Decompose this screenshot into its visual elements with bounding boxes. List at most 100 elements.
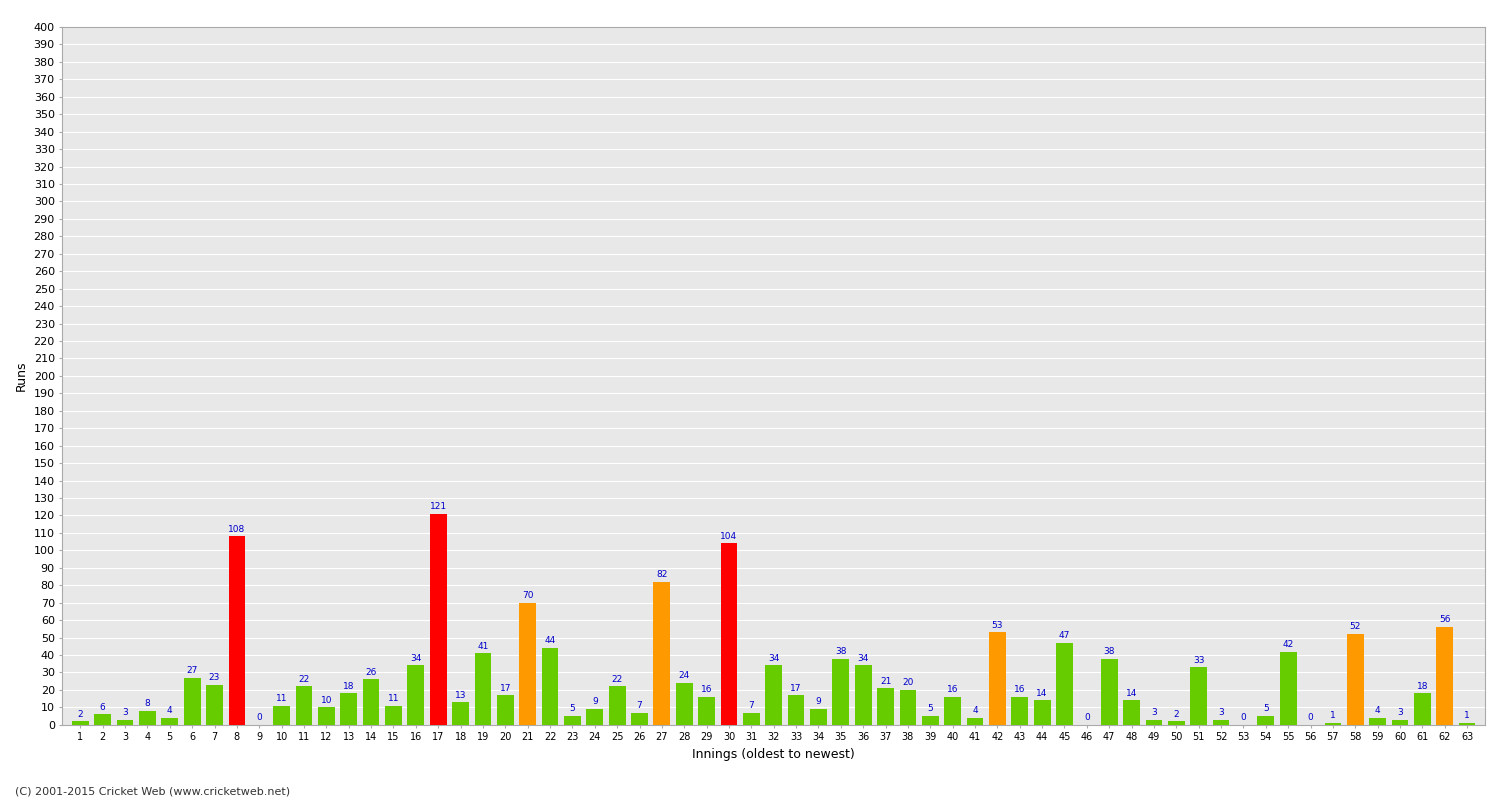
- Text: 6: 6: [100, 702, 105, 712]
- Bar: [900, 690, 916, 725]
- Bar: [654, 582, 670, 725]
- Text: 52: 52: [1350, 622, 1360, 631]
- Text: 44: 44: [544, 637, 555, 646]
- Bar: [1324, 723, 1341, 725]
- Bar: [945, 697, 962, 725]
- Bar: [363, 679, 380, 725]
- Text: 53: 53: [992, 621, 1004, 630]
- Text: 3: 3: [1150, 708, 1156, 717]
- Text: 20: 20: [902, 678, 914, 687]
- Bar: [765, 666, 782, 725]
- Bar: [788, 695, 804, 725]
- Text: 16: 16: [1014, 686, 1026, 694]
- Text: 2: 2: [78, 710, 82, 718]
- Text: 33: 33: [1192, 656, 1204, 665]
- Text: 3: 3: [1396, 708, 1402, 717]
- Text: 23: 23: [209, 673, 220, 682]
- Text: 22: 22: [298, 675, 309, 684]
- Bar: [1034, 700, 1050, 725]
- Bar: [140, 711, 156, 725]
- Text: 38: 38: [836, 647, 846, 656]
- Bar: [519, 602, 536, 725]
- Text: 38: 38: [1104, 647, 1114, 656]
- Bar: [810, 709, 826, 725]
- Text: 56: 56: [1438, 615, 1450, 625]
- Text: 9: 9: [592, 698, 597, 706]
- Bar: [117, 719, 134, 725]
- Bar: [988, 632, 1006, 725]
- Bar: [1437, 627, 1454, 725]
- Bar: [1370, 718, 1386, 725]
- Bar: [676, 683, 693, 725]
- Bar: [720, 543, 738, 725]
- Bar: [1011, 697, 1028, 725]
- Bar: [1347, 634, 1364, 725]
- Bar: [386, 706, 402, 725]
- Text: 3: 3: [1218, 708, 1224, 717]
- Bar: [72, 722, 88, 725]
- Bar: [878, 688, 894, 725]
- Text: 41: 41: [477, 642, 489, 650]
- Text: 14: 14: [1036, 689, 1048, 698]
- Bar: [1458, 723, 1476, 725]
- Bar: [228, 536, 246, 725]
- Bar: [318, 707, 334, 725]
- Text: 5: 5: [1263, 705, 1269, 714]
- Text: 11: 11: [387, 694, 399, 703]
- Text: 16: 16: [946, 686, 958, 694]
- Text: 4: 4: [166, 706, 172, 715]
- Bar: [586, 709, 603, 725]
- Text: 7: 7: [748, 701, 754, 710]
- Text: 1: 1: [1464, 711, 1470, 721]
- Text: 5: 5: [927, 705, 933, 714]
- Text: 34: 34: [410, 654, 422, 663]
- Bar: [1191, 667, 1208, 725]
- Bar: [1168, 722, 1185, 725]
- Text: 121: 121: [429, 502, 447, 511]
- Bar: [94, 714, 111, 725]
- Text: 1: 1: [1330, 711, 1336, 721]
- Text: 42: 42: [1282, 640, 1294, 649]
- Bar: [162, 718, 178, 725]
- Bar: [296, 686, 312, 725]
- Text: 70: 70: [522, 591, 534, 600]
- Bar: [1212, 719, 1230, 725]
- Text: 0: 0: [1084, 713, 1089, 722]
- Bar: [1257, 716, 1274, 725]
- Text: 17: 17: [790, 683, 802, 693]
- Text: 82: 82: [656, 570, 668, 579]
- Bar: [698, 697, 715, 725]
- Bar: [966, 718, 984, 725]
- Bar: [542, 648, 558, 725]
- Bar: [855, 666, 871, 725]
- Bar: [1056, 643, 1072, 725]
- Text: 8: 8: [144, 699, 150, 708]
- Y-axis label: Runs: Runs: [15, 361, 28, 391]
- Text: 9: 9: [816, 698, 822, 706]
- Bar: [273, 706, 290, 725]
- Bar: [340, 694, 357, 725]
- Bar: [1414, 694, 1431, 725]
- Bar: [1101, 658, 1118, 725]
- Bar: [742, 713, 759, 725]
- Text: 24: 24: [678, 671, 690, 680]
- Text: 108: 108: [228, 525, 246, 534]
- Text: 27: 27: [186, 666, 198, 675]
- Text: 21: 21: [880, 677, 891, 686]
- Text: 34: 34: [858, 654, 868, 663]
- Text: 4: 4: [1376, 706, 1380, 715]
- Text: 0: 0: [256, 713, 262, 722]
- Bar: [1392, 719, 1408, 725]
- Text: 16: 16: [700, 686, 712, 694]
- Text: 4: 4: [972, 706, 978, 715]
- Text: 104: 104: [720, 532, 738, 541]
- Text: 7: 7: [636, 701, 642, 710]
- Text: (C) 2001-2015 Cricket Web (www.cricketweb.net): (C) 2001-2015 Cricket Web (www.cricketwe…: [15, 786, 290, 796]
- Bar: [632, 713, 648, 725]
- Text: 0: 0: [1240, 713, 1246, 722]
- Text: 22: 22: [612, 675, 622, 684]
- Bar: [496, 695, 513, 725]
- Bar: [564, 716, 580, 725]
- Bar: [430, 514, 447, 725]
- Text: 10: 10: [321, 696, 332, 705]
